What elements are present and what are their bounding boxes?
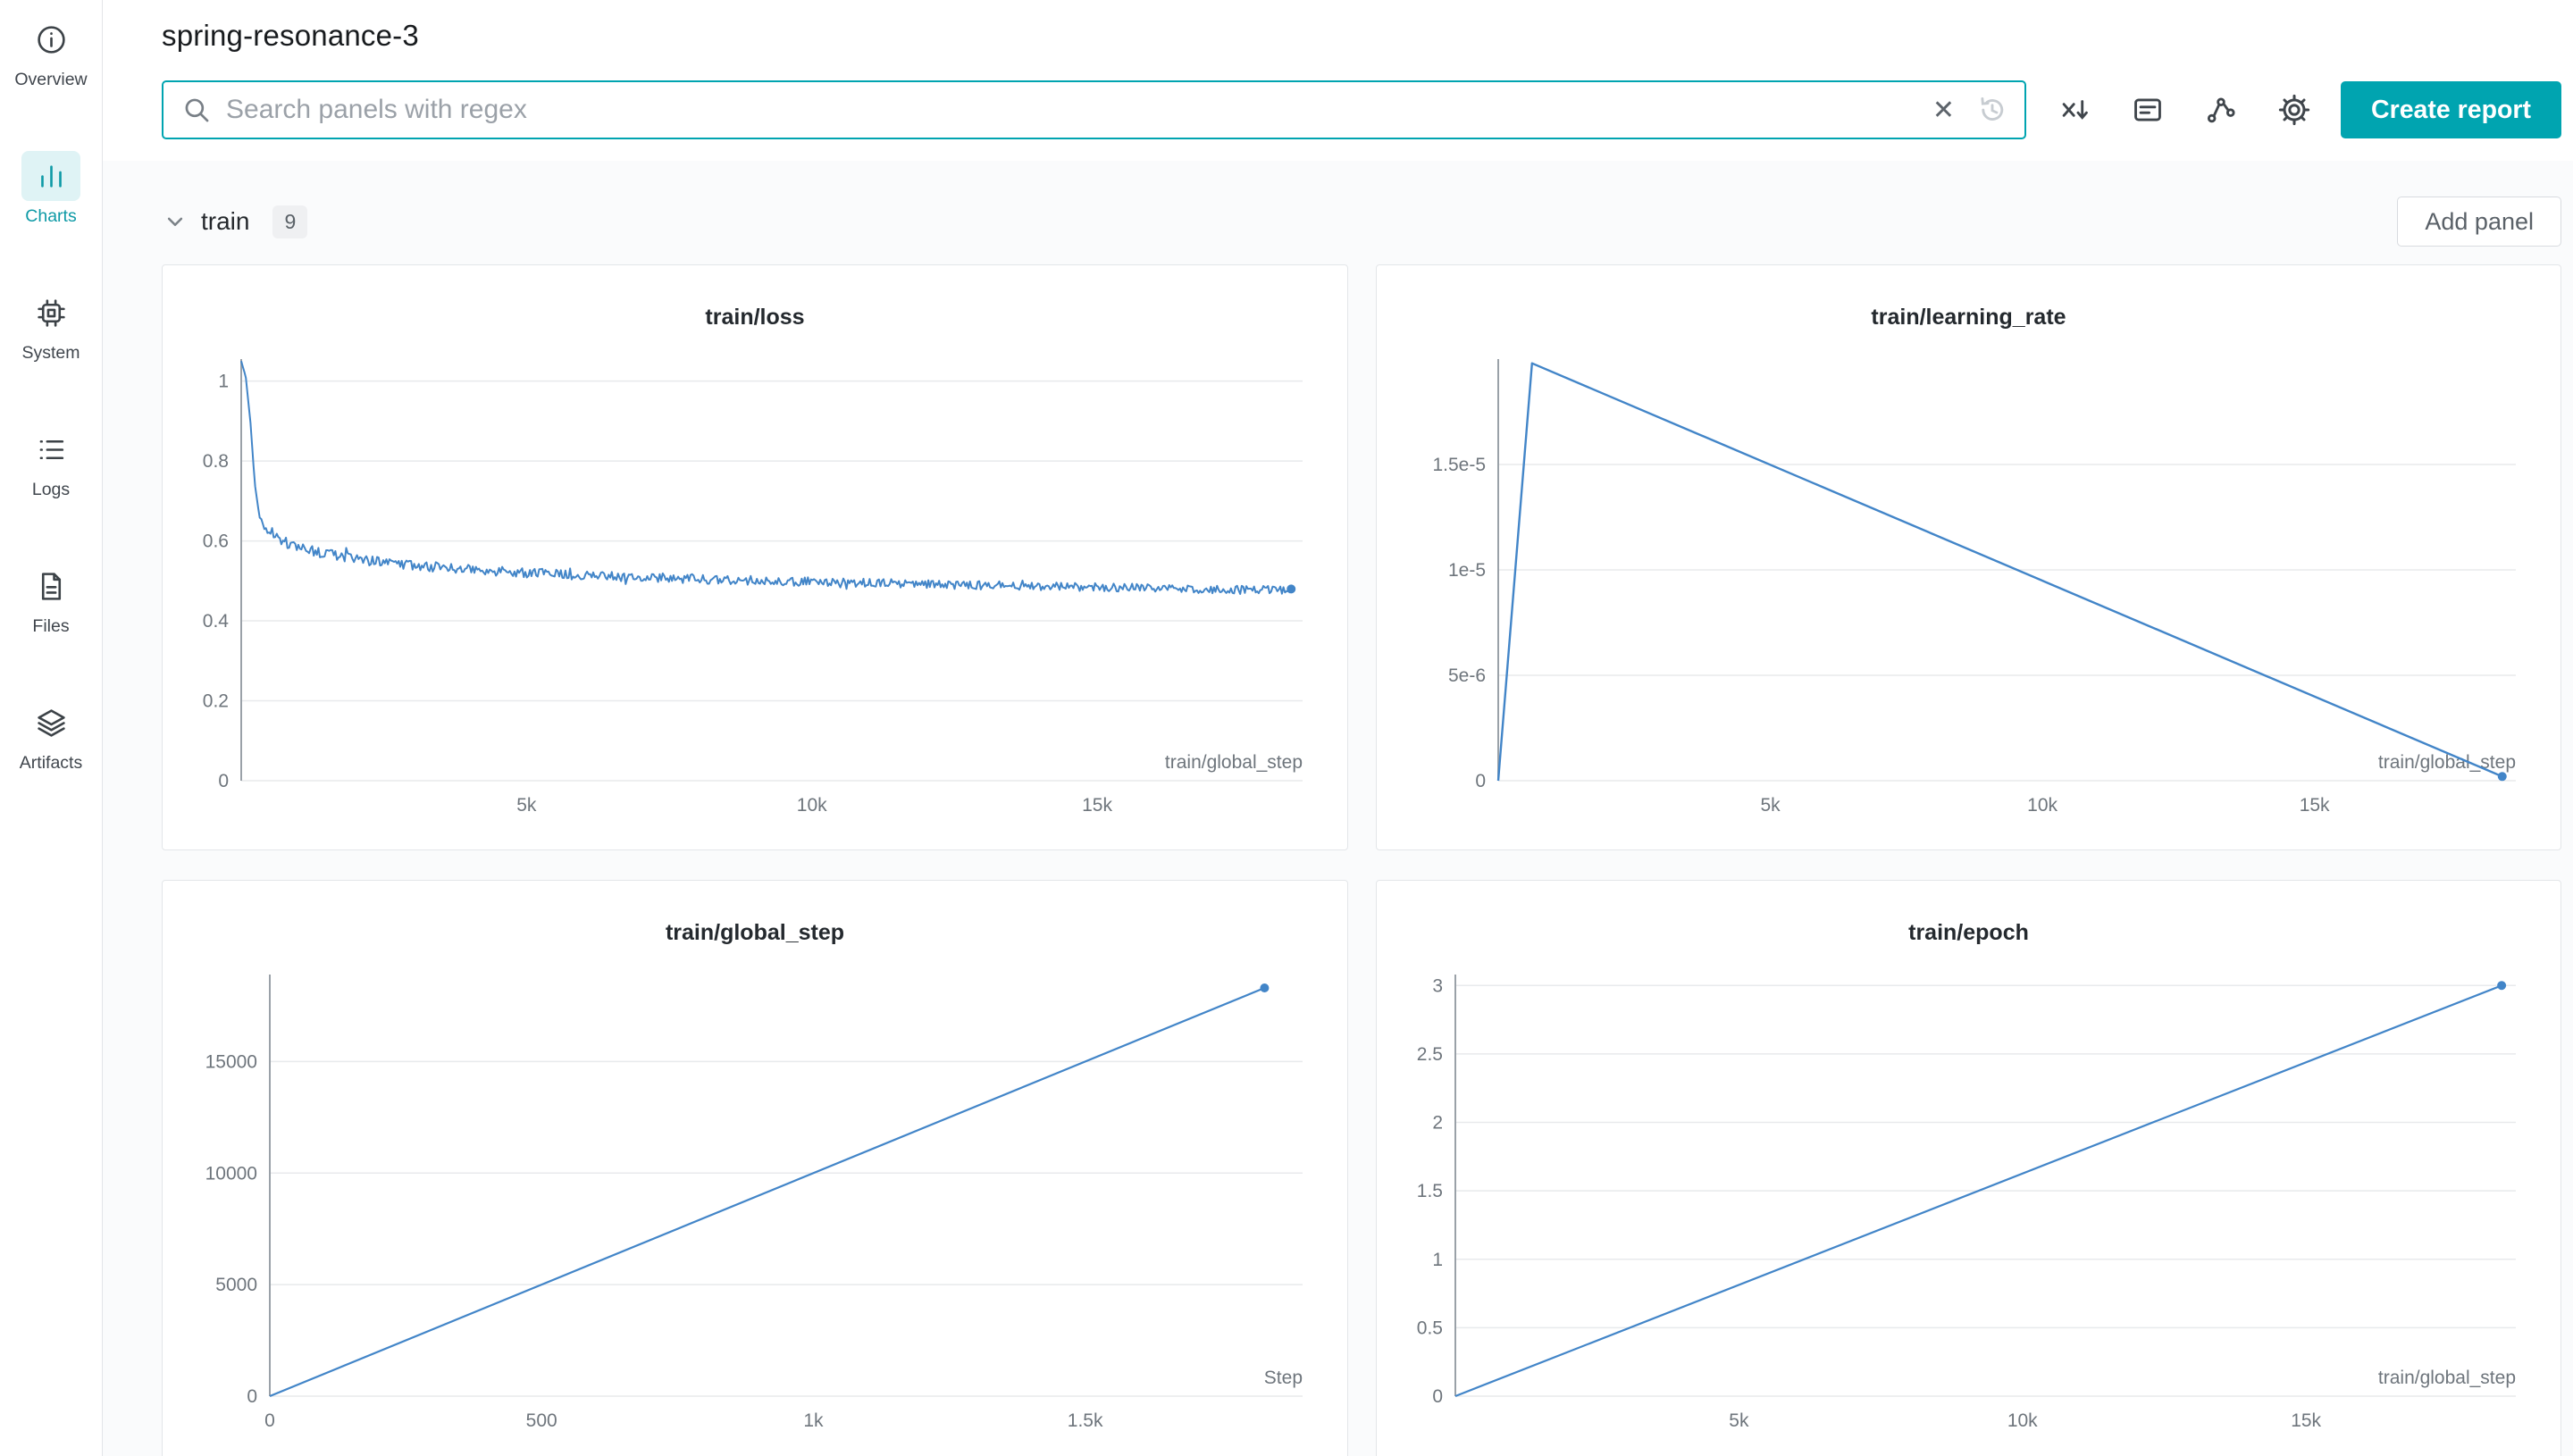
sidebar-item-system[interactable]: System <box>21 288 80 364</box>
sort-panels-icon[interactable] <box>2049 85 2099 135</box>
svg-text:5k: 5k <box>516 795 537 816</box>
sidebar-item-label: Files <box>32 616 70 636</box>
svg-text:15000: 15000 <box>205 1051 257 1072</box>
panel-train-loss: train/loss 0 0.2 0.4 0.6 0.8 1 5k 10k 15k train/g… <box>162 264 1348 850</box>
sidebar-item-artifacts[interactable]: Artifacts <box>20 698 82 774</box>
svg-text:train/global_step: train/global_step <box>2378 1368 2516 1388</box>
bar-chart-icon <box>21 151 80 201</box>
panel-count-badge: 9 <box>272 205 308 238</box>
svg-text:1e-5: 1e-5 <box>1448 560 1486 581</box>
line-chart-train-global-step[interactable]: 0 5000 10000 15000 0 500 1k 1.5k Step <box>163 957 1347 1439</box>
sidebar-item-label: System <box>21 343 80 363</box>
svg-text:0.4: 0.4 <box>203 611 230 632</box>
sidebar-item-logs[interactable]: Logs <box>21 424 80 500</box>
svg-text:0.2: 0.2 <box>203 691 229 712</box>
sidebar-item-charts[interactable]: Charts <box>21 151 80 227</box>
clear-search-icon[interactable]: ✕ <box>1932 95 1956 125</box>
sidebar-item-label: Logs <box>31 480 71 499</box>
svg-text:500: 500 <box>526 1410 557 1431</box>
svg-text:5k: 5k <box>1729 1410 1749 1431</box>
header: spring-resonance-3 ✕ <box>103 0 2573 161</box>
svg-text:0: 0 <box>1432 1386 1443 1407</box>
sidebar-item-label: Overview <box>14 70 88 89</box>
add-panel-button[interactable]: Add panel <box>2397 197 2561 247</box>
layers-icon <box>21 698 80 748</box>
svg-text:5k: 5k <box>1760 795 1781 816</box>
sidebar-item-label: Artifacts <box>19 753 83 773</box>
section-title[interactable]: train <box>201 207 250 235</box>
chip-icon <box>21 288 80 338</box>
svg-text:5000: 5000 <box>215 1275 257 1295</box>
svg-text:1.5e-5: 1.5e-5 <box>1432 455 1486 475</box>
svg-text:0: 0 <box>264 1410 275 1431</box>
line-chart-train-epoch[interactable]: 0 0.5 1 1.5 2 2.5 3 5k 10k 15k train/global_step <box>1377 957 2560 1439</box>
svg-text:15k: 15k <box>2300 795 2330 816</box>
svg-text:2.5: 2.5 <box>1417 1044 1443 1065</box>
line-chart-train-loss[interactable]: 0 0.2 0.4 0.6 0.8 1 5k 10k 15k train/global_step <box>163 341 1347 824</box>
search-input[interactable] <box>226 95 1920 125</box>
chart-title: train/learning_rate <box>1871 305 2066 330</box>
sidebar: Overview Charts System Logs Files <box>0 0 103 1456</box>
sidebar-item-label: Charts <box>25 206 77 226</box>
svg-text:train/global_step: train/global_step <box>1165 752 1303 773</box>
panel-train-global-step: train/global_step 0 5000 10000 15000 0 500 1k 1… <box>162 880 1348 1456</box>
svg-text:10k: 10k <box>797 795 827 816</box>
sidebar-item-overview[interactable]: Overview <box>14 14 88 90</box>
svg-text:1k: 1k <box>803 1410 824 1431</box>
svg-text:0: 0 <box>218 771 229 791</box>
line-chart-train-learning-rate[interactable]: 0 5e-6 1e-5 1.5e-5 5k 10k 15k train/global_step <box>1377 341 2560 824</box>
create-report-button[interactable]: Create report <box>2341 81 2561 138</box>
svg-text:10k: 10k <box>2007 1410 2038 1431</box>
svg-text:1.5k: 1.5k <box>1068 1410 1103 1431</box>
sidebar-item-files[interactable]: Files <box>21 561 80 637</box>
svg-text:1.5: 1.5 <box>1417 1181 1443 1201</box>
document-icon <box>21 561 80 611</box>
chart-title: train/global_step <box>665 920 845 945</box>
svg-text:10000: 10000 <box>205 1163 257 1184</box>
chart-title: train/loss <box>705 305 805 330</box>
search-panel-box: ✕ <box>162 80 2027 139</box>
svg-text:Step: Step <box>1264 1368 1303 1388</box>
svg-text:0.6: 0.6 <box>203 531 229 552</box>
chevron-down-icon[interactable] <box>162 208 189 235</box>
svg-text:10k: 10k <box>2027 795 2058 816</box>
svg-text:1: 1 <box>218 372 229 392</box>
svg-text:train/global_step: train/global_step <box>2378 752 2516 773</box>
svg-text:0: 0 <box>247 1386 257 1407</box>
workspace: train 9 Add panel train/loss 0 0.2 0.4 0.6 0… <box>103 161 2573 1456</box>
svg-text:2: 2 <box>1432 1113 1443 1134</box>
svg-text:0: 0 <box>1475 771 1486 791</box>
svg-text:15k: 15k <box>1082 795 1112 816</box>
svg-text:0.8: 0.8 <box>203 451 229 472</box>
toolbar: ✕ Create report <box>162 80 2561 139</box>
panel-train-epoch: train/epoch 0 0.5 1 1.5 2 2.5 3 5k 10k 15k train/g… <box>1376 880 2561 1456</box>
panel-train-learning-rate: train/learning_rate 0 5e-6 1e-5 1.5e-5 5k 10k… <box>1376 264 2561 850</box>
svg-text:15k: 15k <box>2291 1410 2321 1431</box>
svg-text:3: 3 <box>1432 975 1443 996</box>
history-clock-icon[interactable] <box>1967 94 2008 126</box>
chart-title: train/epoch <box>1908 920 2029 945</box>
info-icon <box>21 14 80 64</box>
section-header-train: train 9 Add panel <box>162 197 2561 247</box>
svg-text:5e-6: 5e-6 <box>1448 665 1486 686</box>
node-graph-icon[interactable] <box>2196 85 2246 135</box>
list-icon <box>21 424 80 474</box>
main-content: spring-resonance-3 ✕ <box>103 0 2573 1456</box>
search-icon <box>181 95 212 125</box>
run-title: spring-resonance-3 <box>162 19 419 52</box>
svg-text:0.5: 0.5 <box>1417 1318 1443 1338</box>
panel-layout-icon[interactable] <box>2123 85 2173 135</box>
settings-gear-icon[interactable] <box>2269 85 2319 135</box>
svg-text:1: 1 <box>1432 1250 1443 1270</box>
panel-grid: train/loss 0 0.2 0.4 0.6 0.8 1 5k 10k 15k train/g… <box>162 264 2561 1456</box>
